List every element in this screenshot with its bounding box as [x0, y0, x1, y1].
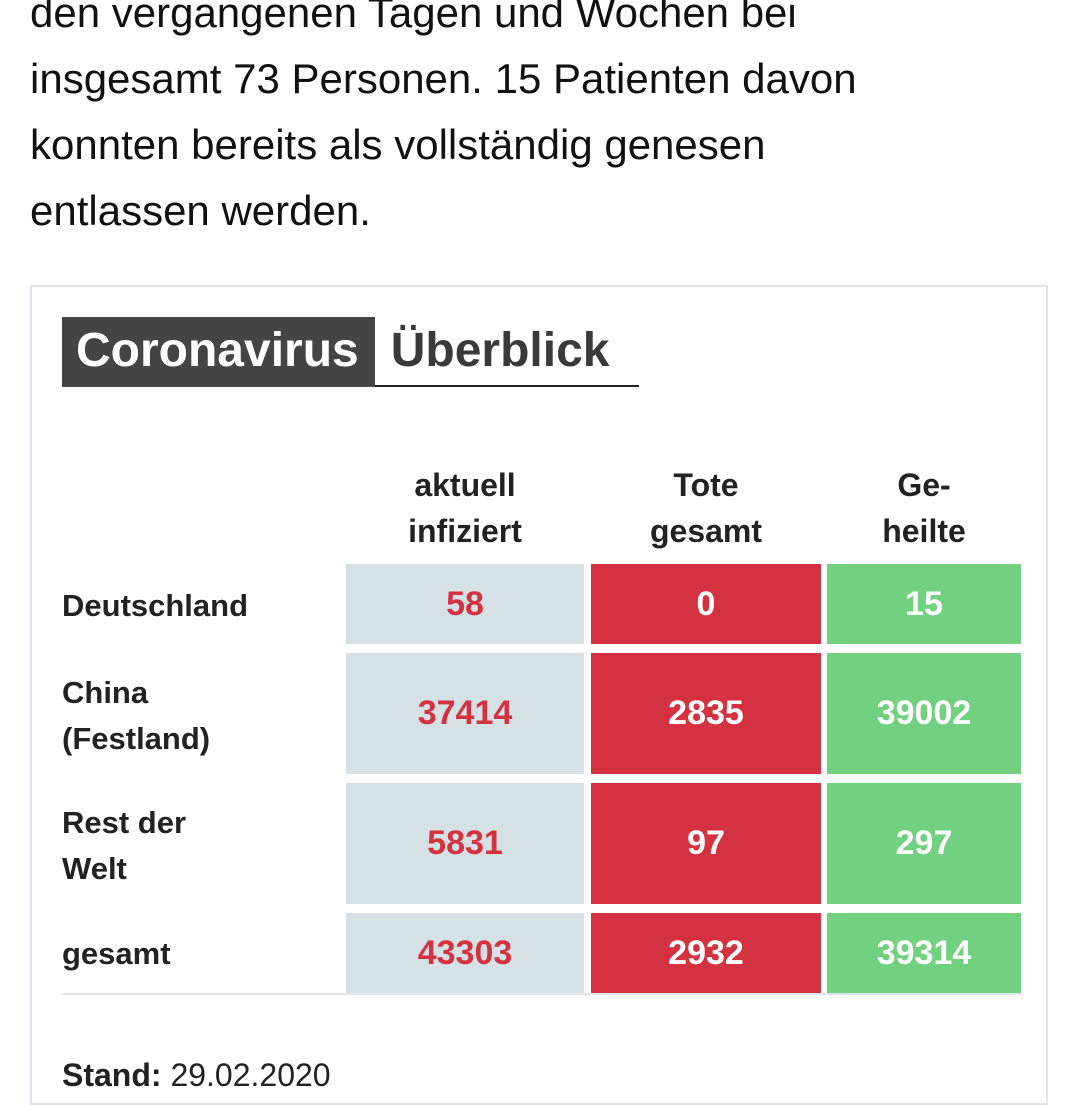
- row-label-china: China (Festland): [62, 675, 211, 756]
- coronavirus-overview-widget: Coronavirus Überblick aktuell infiziert …: [30, 285, 1048, 1105]
- cell-dead-china: 2835: [591, 653, 821, 774]
- cell-healed-deutschland: 15: [827, 564, 1021, 644]
- cell-dead-rest-der-welt: 97: [591, 783, 821, 904]
- article-line: entlassen werden.: [30, 187, 371, 234]
- stand-date: Stand: 29.02.2020: [62, 1055, 331, 1095]
- table-divider: [62, 993, 1021, 995]
- stand-label: Stand:: [62, 1057, 162, 1093]
- cell-dead-deutschland: 0: [591, 564, 821, 644]
- article-line: insgesamt 73 Personen. 15 Patienten davo…: [30, 55, 857, 102]
- cell-infected-rest-der-welt: 5831: [346, 783, 584, 904]
- article-line: den vergangenen Tagen und Wochen bei: [30, 0, 797, 36]
- article-paragraph: den vergangenen Tagen und Wochen bei ins…: [30, 0, 1060, 244]
- column-header-healed: Ge- heilte: [882, 467, 966, 549]
- article-line: konnten bereits als vollständig genesen: [30, 121, 766, 168]
- column-header-dead: Tote gesamt: [649, 467, 763, 549]
- row-label-deutschland: Deutschland: [62, 588, 249, 623]
- cell-healed-gesamt: 39314: [827, 913, 1021, 993]
- row-label-rest-der-welt: Rest der Welt: [62, 805, 187, 886]
- cell-healed-china: 39002: [827, 653, 1021, 774]
- cell-infected-gesamt: 43303: [346, 913, 584, 993]
- row-label-gesamt: gesamt: [62, 936, 171, 971]
- cell-dead-gesamt: 2932: [591, 913, 821, 993]
- cell-healed-rest-der-welt: 297: [827, 783, 1021, 904]
- widget-title-light: Überblick: [374, 317, 640, 387]
- stand-value: 29.02.2020: [170, 1057, 331, 1093]
- cell-infected-deutschland: 58: [346, 564, 584, 644]
- cell-infected-china: 37414: [346, 653, 584, 774]
- widget-title: Coronavirus Überblick: [62, 317, 640, 387]
- column-header-infected: aktuell infiziert: [408, 467, 522, 549]
- widget-title-dark: Coronavirus: [62, 317, 375, 387]
